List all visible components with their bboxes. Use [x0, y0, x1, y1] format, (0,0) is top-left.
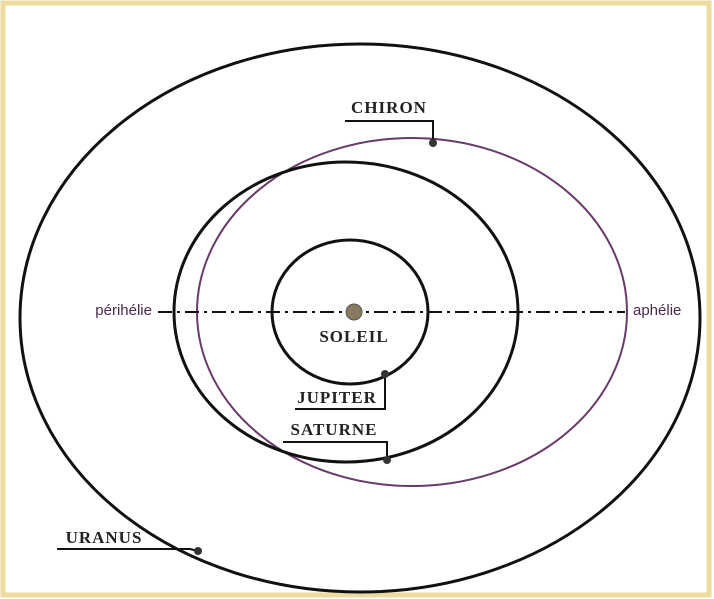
- sun-label: SOLEIL: [319, 327, 388, 346]
- saturn-label: SATURNE: [291, 420, 378, 439]
- perihelion-label: périhélie: [95, 302, 152, 319]
- jupiter-label: JUPITER: [297, 388, 377, 407]
- uranus-orbit: [18, 42, 702, 594]
- aphelion-label: aphélie: [633, 302, 681, 319]
- chiron-dot: [429, 139, 437, 147]
- saturn-dot: [383, 456, 391, 464]
- chiron-leader: [345, 120, 434, 143]
- jupiter-leader: [295, 374, 386, 410]
- jupiter-dot: [381, 370, 389, 378]
- uranus-dot: [194, 547, 202, 555]
- saturn-leader: [283, 441, 388, 460]
- chiron-label: CHIRON: [351, 98, 427, 117]
- uranus-label: URANUS: [66, 528, 143, 547]
- sun: [345, 303, 363, 321]
